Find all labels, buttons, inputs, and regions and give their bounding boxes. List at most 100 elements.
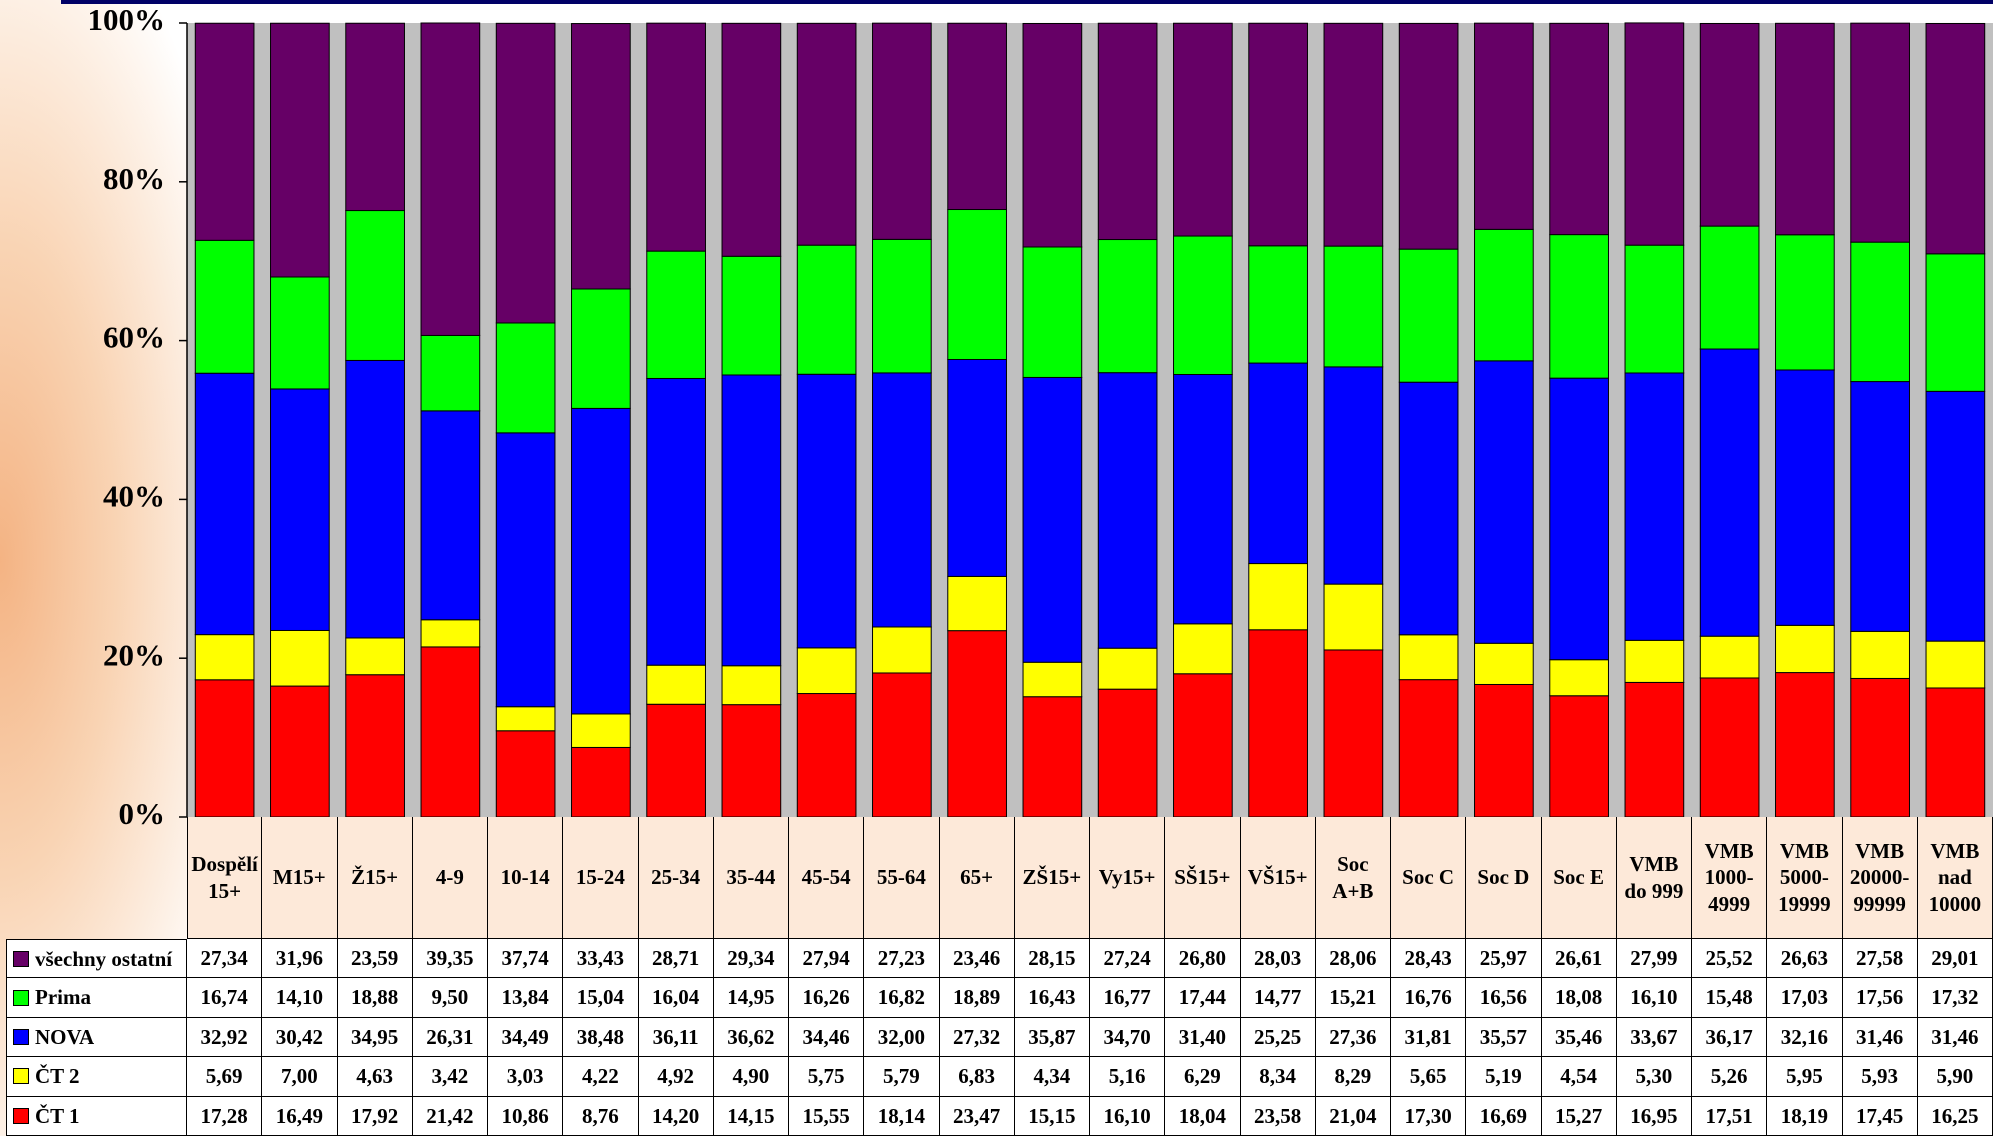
- value-cell: 27,34: [187, 939, 263, 979]
- value-cell: 28,43: [1391, 939, 1467, 979]
- category-header: 15-24: [563, 817, 639, 939]
- value-cell: 21,42: [412, 1096, 488, 1136]
- bar-segment: [1323, 22, 1384, 247]
- bar-segment: [1474, 360, 1534, 644]
- value-cell: 15,55: [789, 1096, 865, 1136]
- value-cell: 27,94: [789, 939, 865, 979]
- bar-segment: [1624, 681, 1685, 818]
- value-cell: 17,56: [1842, 978, 1918, 1018]
- bar-segment: [345, 637, 405, 676]
- value-cell: 4,63: [337, 1057, 413, 1097]
- bar-segment: [1624, 22, 1685, 246]
- value-cell: 23,59: [337, 939, 413, 979]
- value-cell: 39,35: [412, 939, 488, 979]
- category-header: 55-64: [864, 817, 940, 939]
- value-cell: 5,79: [864, 1057, 940, 1097]
- bar-segment: [947, 22, 1007, 211]
- category-header: VŠ15+: [1240, 817, 1316, 939]
- y-tick-label: 80%: [103, 161, 165, 196]
- bar-segment: [721, 22, 782, 257]
- category-header: M15+: [262, 817, 338, 939]
- bar-segment: [947, 358, 1007, 577]
- value-cell: 18,89: [939, 978, 1015, 1018]
- bar-segment: [1248, 362, 1308, 565]
- value-cell: 34,95: [337, 1017, 413, 1058]
- value-cell: 5,90: [1917, 1057, 1993, 1097]
- bar-segment: [1398, 381, 1459, 636]
- bar-segment: [646, 377, 706, 666]
- bar-segment: [420, 22, 481, 336]
- bar-segment: [1323, 366, 1384, 585]
- bar-segment: [1699, 348, 1760, 637]
- bar-segment: [345, 210, 405, 361]
- bar-segment: [1925, 253, 1986, 392]
- value-cell: 16,76: [1391, 978, 1467, 1018]
- value-cell: 35,46: [1541, 1017, 1617, 1058]
- bar-segment: [1925, 22, 1986, 255]
- y-tick-label: 100%: [88, 2, 166, 37]
- value-cell: 32,16: [1767, 1017, 1843, 1058]
- bar-segment: [270, 22, 330, 278]
- bar-segment: [1474, 683, 1534, 818]
- value-cell: 14,77: [1240, 978, 1316, 1018]
- bar-segment: [420, 410, 481, 621]
- bar-segment: [1549, 659, 1609, 697]
- bar-segment: [721, 374, 782, 667]
- value-cell: 25,25: [1240, 1017, 1316, 1058]
- bar-segment: [721, 665, 782, 706]
- bar-segment: [1248, 563, 1308, 631]
- value-cell: 15,48: [1692, 978, 1768, 1018]
- bar-segment: [495, 432, 556, 708]
- bar-segment: [872, 372, 932, 628]
- legend-swatch: [13, 1028, 29, 1045]
- category-header: 65+: [939, 817, 1015, 939]
- legend-swatch: [13, 1068, 29, 1085]
- bar-segment: [194, 634, 255, 681]
- value-cell: 4,92: [638, 1057, 714, 1097]
- value-cell: 34,49: [488, 1017, 564, 1058]
- bar-segment: [1323, 245, 1384, 368]
- bar-segment: [1925, 687, 1986, 818]
- value-cell: 26,31: [412, 1017, 488, 1058]
- category-header: Soc D: [1466, 817, 1542, 939]
- bar-segment: [1549, 377, 1609, 661]
- value-cell: 34,46: [789, 1017, 865, 1058]
- bar-segment: [947, 209, 1007, 360]
- value-cell: 17,32: [1917, 978, 1993, 1018]
- value-cell: 16,43: [1014, 978, 1090, 1018]
- y-tick-label: 40%: [103, 479, 165, 514]
- bar-segment: [1022, 22, 1083, 248]
- bar-segment: [270, 388, 330, 631]
- legend-entry: Prima: [6, 978, 187, 1018]
- value-cell: 33,43: [563, 939, 639, 979]
- bar-segment: [1173, 623, 1233, 675]
- legend-label: Prima: [35, 985, 91, 1010]
- bar-segment: [1850, 22, 1910, 243]
- value-cell: 17,45: [1842, 1096, 1918, 1136]
- value-cell: 26,63: [1767, 939, 1843, 979]
- value-cell: 31,40: [1165, 1017, 1241, 1058]
- value-cell: 4,90: [713, 1057, 789, 1097]
- value-cell: 8,34: [1240, 1057, 1316, 1097]
- bar-segment: [1248, 245, 1308, 364]
- category-header: 35-44: [713, 817, 789, 939]
- bar-segment: [1775, 672, 1835, 818]
- value-cell: 5,65: [1391, 1057, 1467, 1097]
- value-cell: 31,46: [1842, 1017, 1918, 1058]
- bar-segment: [1097, 647, 1158, 690]
- bar-segment: [420, 334, 481, 412]
- value-cell: 17,03: [1767, 978, 1843, 1018]
- top-rule: [61, 0, 1993, 4]
- value-cell: 16,77: [1090, 978, 1166, 1018]
- value-cell: 5,26: [1692, 1057, 1768, 1097]
- bar-segment: [345, 674, 405, 818]
- bar-segment: [194, 372, 255, 636]
- legend-label: ČT 1: [35, 1103, 80, 1128]
- value-cell: 4,22: [563, 1057, 639, 1097]
- value-cell: 14,15: [713, 1096, 789, 1136]
- legend-swatch: [13, 989, 29, 1006]
- bar-segment: [1173, 22, 1233, 237]
- value-cell: 23,46: [939, 939, 1015, 979]
- legend-swatch: [13, 950, 29, 967]
